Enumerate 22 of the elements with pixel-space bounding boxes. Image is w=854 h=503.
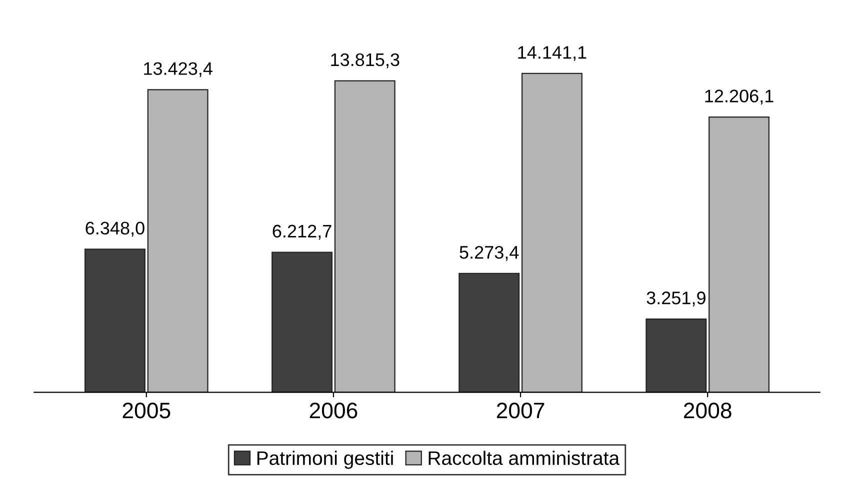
data-label: 5.273,4: [460, 246, 519, 261]
legend-label: Raccolta amministrata: [428, 450, 620, 466]
x-tick-label: 2007: [496, 402, 544, 418]
bar: [272, 252, 333, 392]
data-label: 14.141,1: [518, 46, 586, 61]
data-label: 13.423,4: [144, 62, 212, 78]
data-label: 12.206,1: [705, 90, 774, 105]
x-tick-label: 2005: [122, 402, 170, 418]
bar: [458, 272, 520, 392]
bar: [521, 72, 582, 392]
x-tick-label: 2006: [310, 402, 358, 418]
data-label: 6.212,7: [272, 224, 332, 240]
data-label: 3.251,9: [646, 292, 706, 306]
bar: [646, 318, 707, 392]
bar: [708, 116, 770, 392]
x-tick-label: 2008: [684, 402, 732, 418]
data-label: 6.348,0: [86, 222, 144, 237]
bar: [147, 89, 208, 392]
bar: [84, 248, 146, 392]
legend-label: Patrimoni gestiti: [257, 450, 393, 469]
bar: [334, 80, 396, 392]
data-label: 13.815,3: [331, 53, 400, 68]
